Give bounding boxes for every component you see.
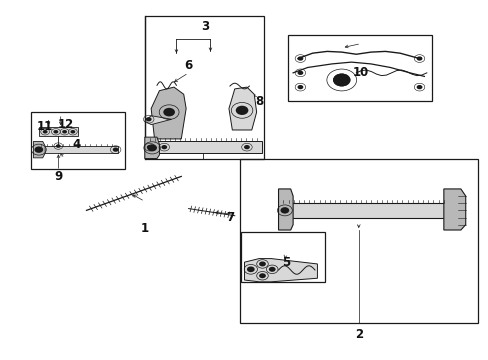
Polygon shape bbox=[278, 189, 292, 230]
Circle shape bbox=[297, 85, 303, 89]
Text: 9: 9 bbox=[55, 170, 63, 183]
Circle shape bbox=[268, 267, 275, 272]
Polygon shape bbox=[278, 203, 448, 217]
Polygon shape bbox=[33, 141, 45, 158]
Text: 8: 8 bbox=[254, 95, 263, 108]
Circle shape bbox=[161, 145, 167, 149]
Bar bbox=[144, 16, 264, 158]
Circle shape bbox=[42, 130, 47, 134]
Circle shape bbox=[280, 207, 288, 213]
Bar bbox=[30, 112, 125, 169]
Text: 3: 3 bbox=[201, 20, 209, 33]
Circle shape bbox=[163, 108, 175, 116]
Text: 4: 4 bbox=[73, 138, 81, 151]
Circle shape bbox=[53, 130, 58, 134]
Text: 5: 5 bbox=[281, 256, 289, 269]
Circle shape bbox=[332, 73, 350, 86]
Circle shape bbox=[336, 76, 346, 84]
Polygon shape bbox=[36, 146, 118, 153]
Text: 2: 2 bbox=[354, 328, 362, 341]
Polygon shape bbox=[144, 141, 261, 153]
Bar bbox=[287, 35, 431, 102]
Text: 7: 7 bbox=[225, 211, 233, 224]
Circle shape bbox=[416, 57, 422, 61]
Circle shape bbox=[416, 85, 422, 89]
Text: 12: 12 bbox=[57, 118, 74, 131]
Bar bbox=[241, 232, 324, 282]
Circle shape bbox=[62, 130, 67, 134]
Polygon shape bbox=[39, 127, 78, 136]
Text: 6: 6 bbox=[184, 59, 192, 72]
Circle shape bbox=[244, 145, 249, 149]
Polygon shape bbox=[151, 87, 186, 139]
Circle shape bbox=[34, 147, 43, 153]
Circle shape bbox=[259, 261, 265, 266]
Polygon shape bbox=[244, 258, 317, 282]
Circle shape bbox=[246, 266, 254, 272]
Circle shape bbox=[70, 130, 75, 134]
Circle shape bbox=[147, 144, 157, 152]
Circle shape bbox=[113, 148, 118, 152]
Polygon shape bbox=[144, 137, 159, 158]
Circle shape bbox=[56, 144, 61, 148]
Circle shape bbox=[297, 71, 303, 75]
Text: 11: 11 bbox=[37, 120, 53, 133]
Circle shape bbox=[145, 117, 151, 121]
Polygon shape bbox=[228, 87, 256, 130]
Text: 10: 10 bbox=[352, 66, 368, 79]
Text: 1: 1 bbox=[141, 222, 148, 235]
Bar bbox=[239, 158, 477, 323]
Polygon shape bbox=[144, 116, 171, 125]
Polygon shape bbox=[443, 189, 465, 230]
Circle shape bbox=[235, 106, 248, 115]
Circle shape bbox=[297, 57, 303, 61]
Circle shape bbox=[146, 145, 152, 149]
Circle shape bbox=[259, 273, 265, 278]
